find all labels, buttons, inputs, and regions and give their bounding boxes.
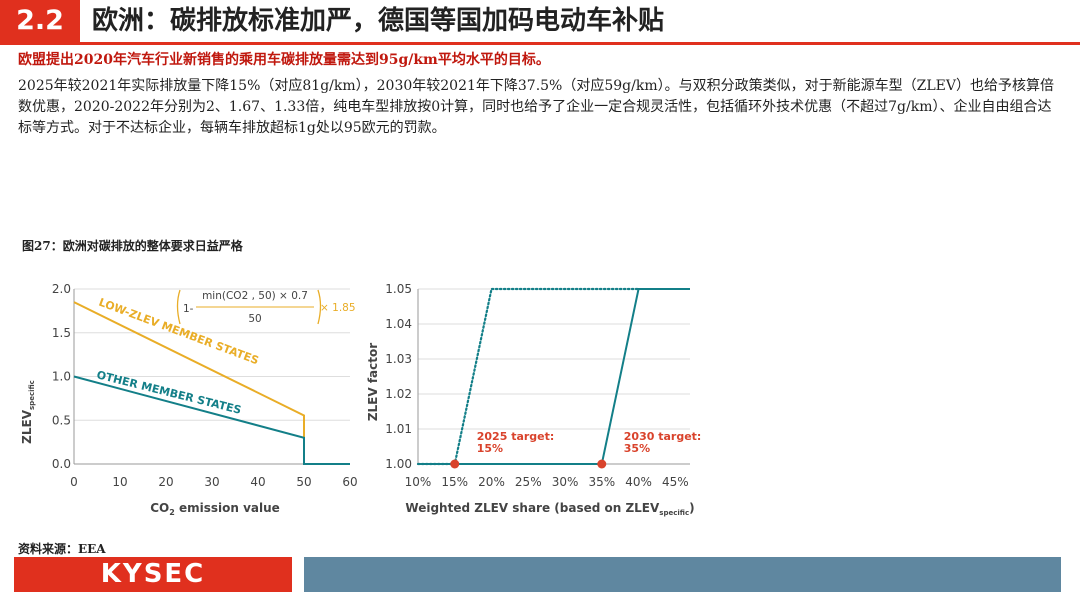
left-y-tick: 2.0 <box>52 282 71 296</box>
right-x-tick: 40% <box>625 475 652 489</box>
slide-title: 欧洲：碳排放标准加严，德国等国加码电动车补贴 <box>92 6 665 36</box>
footer-bar <box>304 557 1061 592</box>
target-dot-2025 <box>450 459 460 469</box>
right-y-axis-label: ZLEV factor <box>366 343 380 421</box>
right-x-tick: 35% <box>588 475 615 489</box>
right-series <box>416 287 690 466</box>
left-y-tick: 0.0 <box>52 457 71 471</box>
slide-header: 2.2 欧洲：碳排放标准加严，德国等国加码电动车补贴 <box>0 0 1080 45</box>
header-divider <box>0 42 1080 45</box>
right-y-tick: 1.03 <box>385 352 412 366</box>
right-y-tick: 1.05 <box>385 282 412 296</box>
right-y-tick: 1.00 <box>385 457 412 471</box>
right-annotations: 2025 target:15% 2030 target:35% <box>450 430 701 469</box>
figure-title: 图27：欧洲对碳排放的整体要求日益严格 <box>22 239 243 253</box>
left-x-tick: 0 <box>70 475 78 489</box>
right-x-axis-label: Weighted ZLEV share (based on ZLEVspecif… <box>405 501 694 517</box>
left-x-tick: 20 <box>158 475 173 489</box>
right-y-tick: 1.04 <box>385 317 412 331</box>
zlev-factor-chart: 1.00 1.01 1.02 1.03 1.04 1.05 10% 15% 20% 25% 30% 3… <box>366 282 701 517</box>
series-label-low-zlev: LOW-ZLEV MEMBER STATES <box>97 296 261 368</box>
left-x-tick: 60 <box>342 475 357 489</box>
formula-numerator: min(CO2 , 50) × 0.7 <box>202 290 308 302</box>
right-x-tick: 45% <box>662 475 689 489</box>
series-line-2030 <box>418 288 690 465</box>
right-ticks: 1.00 1.01 1.02 1.03 1.04 1.05 10% 15% 20% 25% 30% 3… <box>385 282 688 489</box>
source-note: 资料来源：EEA <box>18 542 106 556</box>
left-x-tick: 10 <box>112 475 127 489</box>
left-x-tick: 50 <box>296 475 311 489</box>
left-y-axis-label: ZLEVspecific <box>20 380 36 444</box>
left-series <box>73 301 350 465</box>
right-x-tick: 10% <box>405 475 432 489</box>
left-y-tick: 1.0 <box>52 370 71 384</box>
target-annotation-text: 15% <box>477 442 503 455</box>
target-dot-2030 <box>597 459 607 469</box>
target-annotation-text: 35% <box>624 442 650 455</box>
series-line-other <box>73 375 350 465</box>
highlight-sentence: 欧盟提出2020年汽车行业新销售的乘用车碳排放量需达到95g/km平均水平的目标… <box>18 52 550 68</box>
left-y-tick: 0.5 <box>52 413 71 427</box>
target-annotation-text: 2025 target: <box>477 430 555 443</box>
formula-multiplier: × 1.85 <box>320 302 356 314</box>
kysec-logo: KYSEC <box>14 557 292 592</box>
zlev-specific-chart: 0.0 0.5 1.0 1.5 2.0 0 10 20 30 40 50 60 LOW-ZLEV ME… <box>20 282 358 517</box>
formula: 1- min(CO2 , 50) × 0.7 50 × 1.85 <box>176 289 356 325</box>
right-x-tick: 25% <box>515 475 542 489</box>
series-label-other: OTHER MEMBER STATES <box>95 368 242 417</box>
right-y-tick: 1.02 <box>385 387 412 401</box>
left-ticks: 0.0 0.5 1.0 1.5 2.0 0 10 20 30 40 50 60 <box>52 282 358 489</box>
right-x-tick: 15% <box>441 475 468 489</box>
section-number: 2.2 <box>0 0 80 42</box>
left-y-tick: 1.5 <box>52 326 71 340</box>
formula-denominator: 50 <box>248 313 261 325</box>
right-x-tick: 20% <box>478 475 505 489</box>
target-annotation-text: 2030 target: <box>624 430 702 443</box>
right-y-tick: 1.01 <box>385 422 412 436</box>
body-paragraph: 2025年较2021年实际排放量下降15%（对应81g/km），2030年较20… <box>18 78 1054 136</box>
formula-lead: 1- <box>183 303 194 315</box>
left-x-axis-label: CO2 emission value <box>150 501 280 517</box>
left-x-tick: 30 <box>204 475 219 489</box>
left-x-tick: 40 <box>250 475 265 489</box>
right-x-tick: 30% <box>552 475 579 489</box>
